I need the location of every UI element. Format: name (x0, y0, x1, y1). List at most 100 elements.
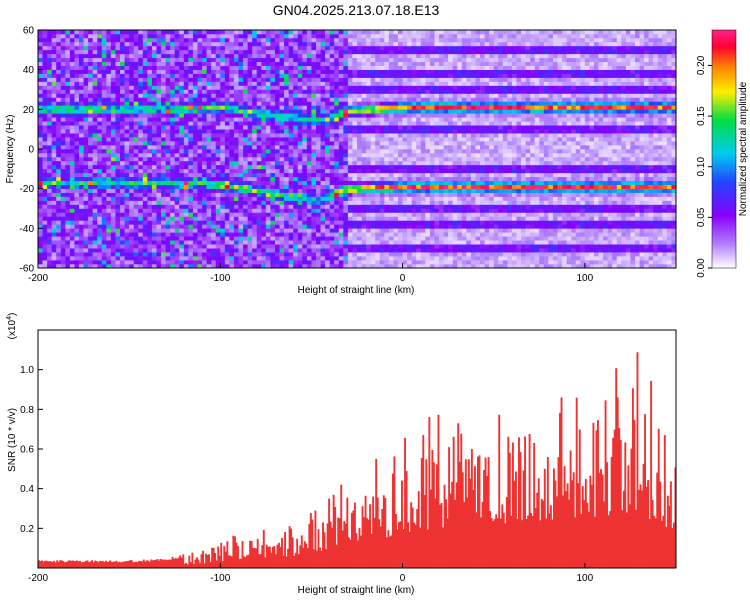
heatmap-cell (56, 133, 62, 138)
heatmap-cell (156, 156, 162, 162)
heatmap-cell (97, 81, 103, 86)
heatmap-cell (357, 97, 362, 102)
heatmap-cell (215, 156, 221, 162)
heatmap-cell (366, 113, 371, 118)
heatmap-cell (352, 125, 358, 130)
heatmap-cell (243, 89, 248, 94)
heatmap-cell (375, 33, 381, 39)
heatmap-cell (224, 208, 230, 213)
heatmap-cell (302, 93, 308, 98)
heatmap-cell (315, 216, 321, 221)
heatmap-cell (384, 200, 390, 205)
heatmap-cell (183, 129, 189, 134)
heatmap-cell (352, 160, 358, 166)
heatmap-cell (256, 256, 262, 261)
heatmap-cell (252, 156, 258, 162)
heatmap-cell (334, 61, 340, 66)
heatmap-cell (379, 224, 385, 229)
heatmap-cell (101, 228, 107, 233)
heatmap-cell (188, 216, 194, 221)
heatmap-cell (142, 45, 148, 51)
heatmap-cell (38, 156, 43, 162)
heatmap-cell (379, 85, 385, 90)
heatmap-cell (56, 192, 62, 197)
heatmap-cell (133, 37, 139, 43)
heatmap-cell (293, 69, 299, 74)
heatmap-cell (407, 156, 412, 162)
heatmap-cell (151, 216, 157, 221)
heatmap-cell (83, 117, 89, 122)
heatmap-cell (179, 45, 185, 51)
heatmap-cell (407, 220, 412, 225)
heatmap-cell (120, 240, 125, 245)
heatmap-cell (165, 69, 171, 74)
heatmap-cell (88, 212, 93, 217)
heatmap-cell (238, 97, 244, 102)
heatmap-cell (284, 145, 289, 150)
heatmap-cell (188, 240, 194, 245)
heatmap-cell (302, 133, 308, 138)
heatmap-cell (261, 172, 267, 178)
heatmap-cell (379, 220, 385, 225)
heatmap-cell (338, 168, 344, 174)
heatmap-cell (224, 101, 230, 106)
heatmap-cell (192, 53, 198, 59)
heatmap-cell (165, 200, 171, 205)
heatmap-cell (393, 208, 399, 213)
heatmap-cell (97, 133, 103, 138)
heatmap-cell (92, 180, 98, 185)
heatmap-cell (115, 156, 121, 162)
heatmap-cell (361, 65, 367, 70)
heatmap-cell (402, 248, 408, 253)
heatmap-cell (65, 137, 71, 142)
heatmap-cell (329, 145, 335, 150)
heatmap-cell (243, 49, 248, 55)
heatmap-cell (202, 248, 207, 253)
heatmap-cell (110, 89, 116, 94)
heatmap-cell (174, 109, 180, 114)
heatmap-cell (47, 61, 52, 66)
heatmap-cell (179, 196, 185, 201)
heatmap-cell (352, 216, 358, 221)
heatmap-cell (261, 176, 267, 182)
heatmap-cell (211, 137, 217, 142)
heatmap-cell (174, 141, 180, 146)
heatmap-cell (384, 113, 390, 118)
heatmap-cell (238, 69, 244, 74)
heatmap-cell (279, 41, 285, 47)
heatmap-cell (302, 224, 308, 229)
heatmap-cell (92, 264, 98, 268)
heatmap-cell (366, 176, 371, 182)
heatmap-cell (197, 33, 203, 39)
heatmap-cell (329, 89, 335, 94)
heatmap-cell (56, 160, 62, 166)
heatmap-cell (42, 97, 48, 102)
heatmap-cell (311, 204, 317, 209)
heatmap-cell (120, 33, 125, 39)
heatmap-cell (51, 176, 57, 182)
heatmap-cell (347, 196, 353, 201)
heatmap-cell (161, 41, 166, 47)
heatmap-cell (115, 180, 121, 185)
heatmap-cell (402, 105, 408, 110)
heatmap-cell (325, 248, 330, 253)
heatmap-cell (379, 200, 385, 205)
heatmap-cell (79, 240, 84, 245)
heatmap-cell (129, 69, 134, 74)
heatmap-cell (388, 184, 394, 189)
heatmap-cell (265, 180, 271, 185)
heatmap-cell (293, 188, 299, 193)
heatmap-cell (161, 248, 166, 253)
heatmap-cell (138, 113, 144, 118)
heatmap-cell (79, 69, 84, 74)
heatmap-cell (338, 73, 344, 78)
heatmap-cell (165, 160, 171, 166)
heatmap-cell (366, 200, 371, 205)
heatmap-cell (256, 224, 262, 229)
heatmap-cell (293, 220, 299, 225)
heatmap-cell (238, 145, 244, 150)
heatmap-cell (247, 260, 253, 265)
heatmap-cell (211, 45, 217, 51)
heatmap-cell (233, 248, 239, 253)
heatmap-cell (265, 93, 271, 98)
